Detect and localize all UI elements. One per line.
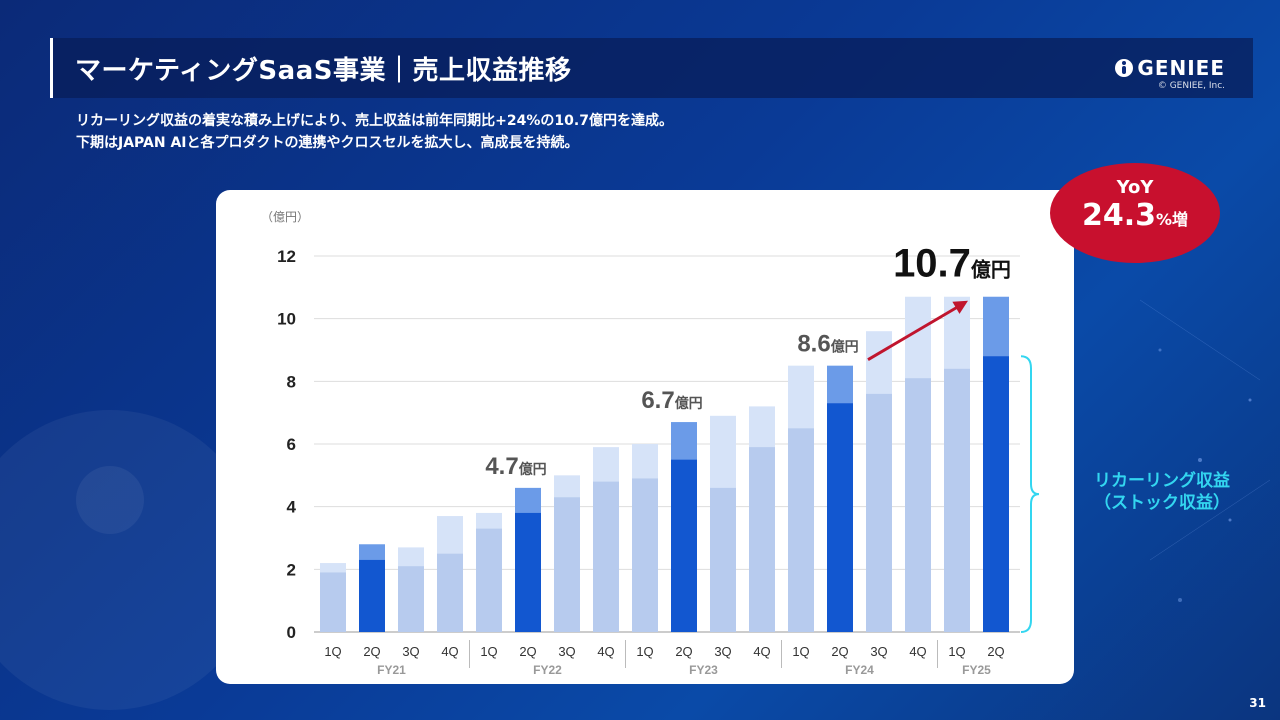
y-unit-label: （億円） (261, 210, 309, 224)
annotation-value: 8.6 (797, 331, 830, 358)
x-tick-label: 1Q (792, 644, 809, 659)
bar-recurring (359, 559, 385, 632)
bar-recurring (749, 447, 775, 632)
yoy-badge: YoY 24.3%増 (1050, 163, 1220, 263)
recurring-revenue-label: リカーリング収益 （ストック収益） (1072, 470, 1252, 514)
value-annotation: 10.7億円 (893, 242, 1011, 286)
fiscal-year-label: FY21 (377, 663, 406, 677)
fiscal-year-label: FY22 (533, 663, 562, 677)
yoy-label: YoY (1116, 177, 1154, 198)
bar-recurring (905, 378, 931, 632)
bar-recurring (827, 403, 853, 632)
bar-recurring (983, 356, 1009, 632)
x-tick-label: 1Q (324, 644, 341, 659)
annotation-unit: 億円 (971, 258, 1011, 282)
yoy-value: 24.3 (1081, 198, 1156, 233)
growth-arrow-line (867, 305, 959, 361)
annotation-value: 4.7 (485, 453, 518, 480)
recurring-bracket (1020, 355, 1040, 633)
recurring-label-line-1: リカーリング収益 (1094, 471, 1230, 491)
x-tick-label: 4Q (441, 644, 458, 659)
subtitle: リカーリング収益の着実な積み上げにより、売上収益は前年同期比+24%の10.7億… (76, 110, 673, 154)
subtitle-line-2: 下期はJAPAN AIと各プロダクトの連携やクロスセルを拡大し、高成長を持続。 (76, 135, 579, 151)
revenue-bar-chart: （億円） 0 2 4 6 8 10 12 1Q 2Q 3Q 4Q 1Q 2Q 3Q 4Q 1Q 2Q 3Q 4Q 1Q 2… (261, 210, 1040, 677)
value-annotation: 6.7億円 (641, 387, 702, 414)
bar-recurring (632, 478, 658, 632)
yoy-unit: %増 (1155, 210, 1189, 229)
recurring-label-line-2: （ストック収益） (1094, 493, 1230, 513)
y-tick-label: 12 (277, 247, 296, 266)
x-tick-label: 1Q (948, 644, 965, 659)
value-annotation: 8.6億円 (797, 331, 858, 358)
copyright: © GENIEE, Inc. (1157, 81, 1225, 91)
bar-recurring (944, 368, 970, 632)
bar-recurring (320, 572, 346, 632)
x-tick-label: 2Q (363, 644, 380, 659)
y-tick-label: 4 (287, 498, 297, 517)
page-title: マーケティングSaaS事業｜売上収益推移 (75, 56, 572, 86)
annotation-unit: 億円 (519, 461, 547, 477)
value-annotation: 4.7億円 (485, 453, 546, 480)
x-tick-label: 3Q (714, 644, 731, 659)
growth-arrow-head (952, 300, 968, 314)
geniee-logo-icon (1115, 59, 1134, 77)
bar-recurring (593, 481, 619, 632)
y-tick-label: 6 (287, 435, 296, 454)
annotation-value: 10.7 (893, 242, 971, 286)
bar-recurring (554, 497, 580, 632)
x-tick-label: 2Q (831, 644, 848, 659)
fiscal-year-label: FY24 (845, 663, 874, 677)
annotation-unit: 億円 (831, 339, 859, 355)
x-tick-label: 4Q (753, 644, 770, 659)
fiscal-year-label: FY25 (962, 663, 991, 677)
x-tick-label: 3Q (402, 644, 419, 659)
x-tick-label: 1Q (480, 644, 497, 659)
y-tick-label: 8 (287, 372, 296, 391)
bar-recurring (515, 512, 541, 632)
x-tick-label: 2Q (519, 644, 536, 659)
bar-recurring (710, 487, 736, 632)
x-tick-label: 4Q (909, 644, 926, 659)
bar-recurring (788, 428, 814, 632)
logo-text: GENIEE (1137, 56, 1225, 80)
yoy-value-line: 24.3%増 (1050, 198, 1220, 233)
subtitle-line-1: リカーリング収益の着実な積み上げにより、売上収益は前年同期比+24%の10.7億… (76, 113, 673, 129)
bar-recurring (476, 528, 502, 632)
bar-recurring (671, 459, 697, 632)
bar-recurring (398, 566, 424, 632)
company-logo: GENIEE © GENIEE, Inc. (1115, 56, 1225, 91)
annotation-unit: 億円 (675, 395, 703, 411)
bar-recurring (437, 553, 463, 632)
fiscal-year-label: FY23 (689, 663, 718, 677)
x-tick-label: 3Q (870, 644, 887, 659)
x-tick-label: 3Q (558, 644, 575, 659)
page-number: 31 (1249, 696, 1266, 710)
annotation-value: 6.7 (641, 387, 674, 414)
x-tick-label: 2Q (675, 644, 692, 659)
x-tick-label: 4Q (597, 644, 614, 659)
x-tick-label: 2Q (987, 644, 1004, 659)
y-tick-label: 0 (287, 623, 296, 642)
y-tick-label: 2 (287, 560, 296, 579)
y-tick-label: 10 (277, 310, 296, 329)
title-bar: マーケティングSaaS事業｜売上収益推移 GENIEE © GENIEE, In… (50, 38, 1253, 98)
x-tick-label: 1Q (636, 644, 653, 659)
bar-recurring (866, 393, 892, 632)
